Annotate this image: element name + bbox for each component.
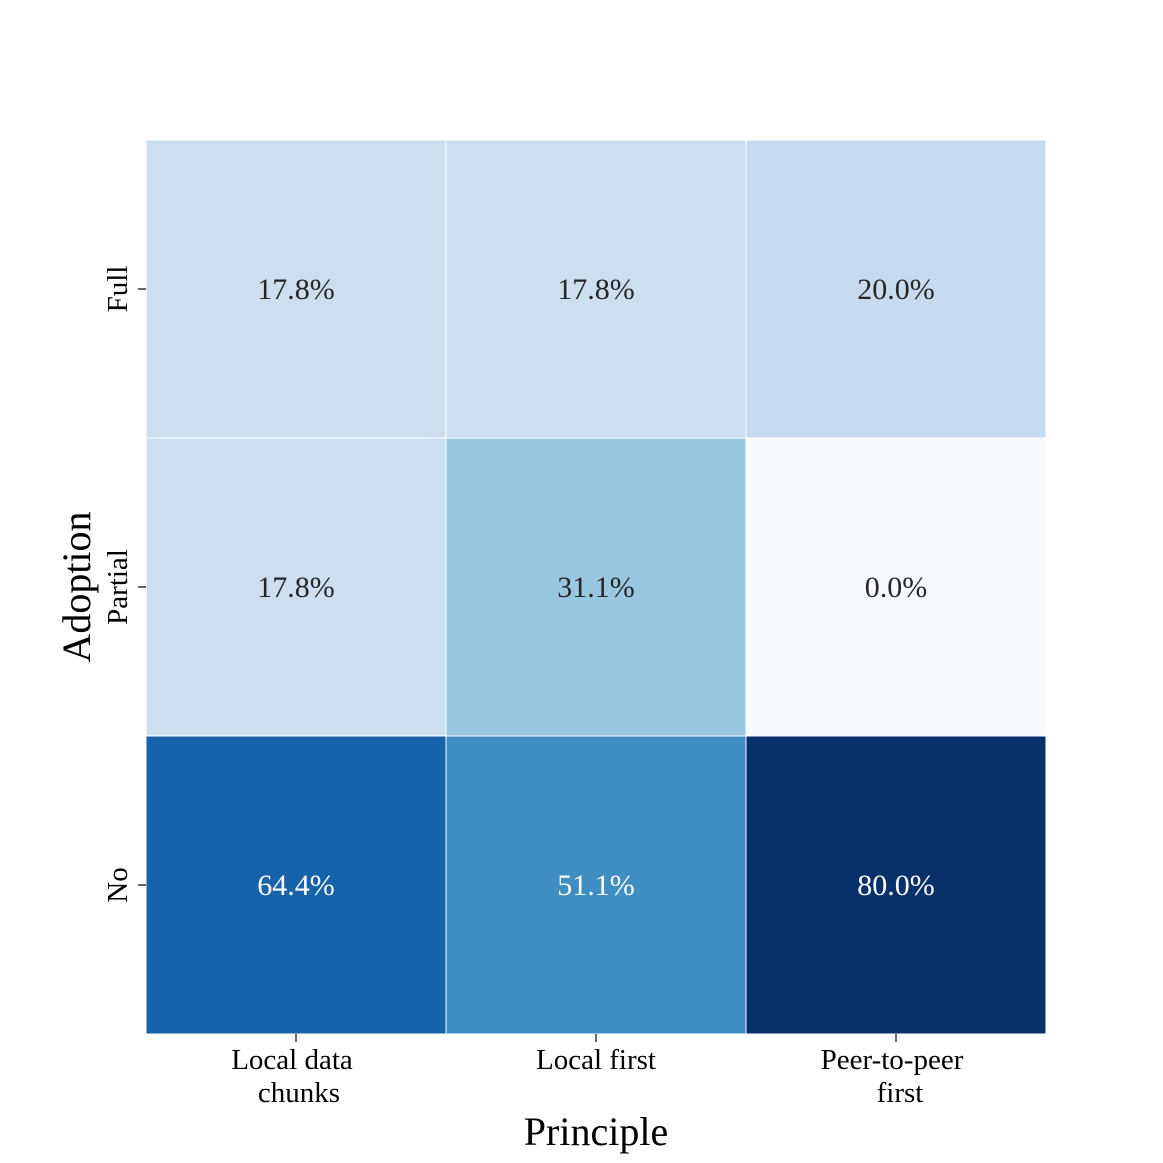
x-tick-label-0-line1: Local data (231, 1044, 353, 1076)
heatmap-cell-label-0-2: 20.0% (857, 273, 935, 306)
x-axis-title: Principle (524, 1109, 668, 1154)
y-tick-label-partial: Partial (102, 549, 134, 625)
heatmap-cell-2-1 (445, 735, 747, 1035)
x-tick-label-2-line1: Peer-to-peer (821, 1044, 964, 1076)
heatmap-cell-1-1 (445, 437, 747, 737)
axis-ticks (138, 288, 897, 1042)
x-tick-label-2-line2: first (877, 1077, 924, 1109)
heatmap-cell-0-2 (745, 139, 1047, 439)
y-tick-label-full: Full (102, 266, 134, 313)
heatmap-cell-2-0 (145, 735, 447, 1035)
heatmap-cell-label-0-1: 17.8% (557, 273, 635, 306)
heatmap-cell-0-0 (145, 139, 447, 439)
heatmap-cell-label-2-0: 64.4% (257, 869, 335, 902)
y-tick-label-no: No (102, 867, 134, 902)
heatmap-cell-label-1-2: 0.0% (865, 571, 928, 604)
heatmap-cells: 17.8% 17.8% 20.0% 17.8% 31.1% 0.0% 64.4% 51.1% 8… (145, 139, 1047, 1035)
heatmap-cell-label-2-1: 51.1% (557, 869, 635, 902)
x-tick-label-1-line1: Local first (536, 1044, 656, 1076)
y-axis-title: Adoption (54, 511, 99, 662)
heatmap-cell-label-1-0: 17.8% (257, 571, 335, 604)
heatmap-cell-1-2 (745, 437, 1047, 737)
heatmap-cell-label-2-2: 80.0% (857, 869, 935, 902)
x-tick-label-0-line2: chunks (258, 1077, 340, 1109)
heatmap-cell-0-1 (445, 139, 747, 439)
heatmap-cell-label-0-0: 17.8% (257, 273, 335, 306)
heatmap-cell-1-0 (145, 437, 447, 737)
heatmap-cell-label-1-1: 31.1% (557, 571, 635, 604)
